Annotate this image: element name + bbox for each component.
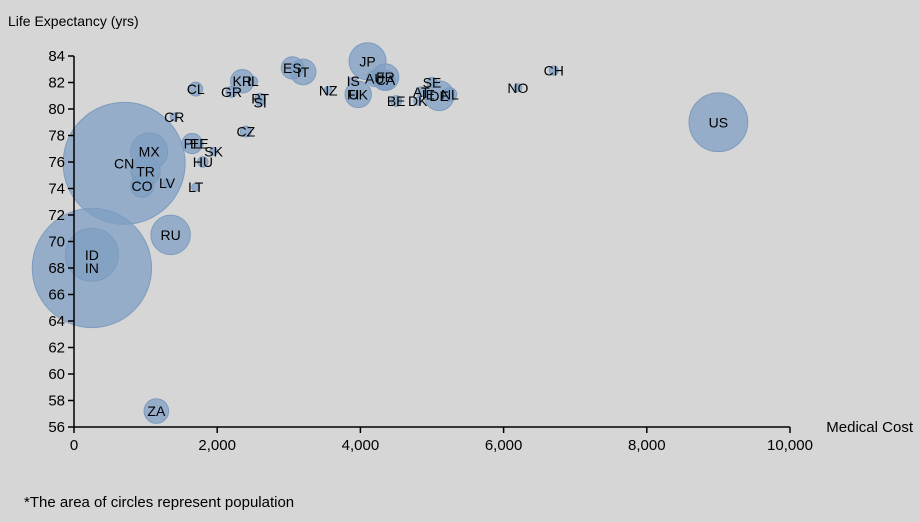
y-tick-label: 84 bbox=[48, 48, 65, 65]
y-axis-title: Life Expectancy (yrs) bbox=[8, 13, 139, 29]
label-at: AT bbox=[413, 84, 430, 100]
bubble-gr[interactable] bbox=[225, 85, 238, 98]
bubble-be[interactable] bbox=[390, 95, 403, 107]
label-pl: PL bbox=[184, 135, 201, 151]
y-tick-label: 64 bbox=[48, 313, 65, 330]
label-za: ZA bbox=[147, 403, 166, 419]
label-cn: CN bbox=[114, 155, 134, 171]
label-ca: CA bbox=[376, 72, 396, 88]
label-lt: LT bbox=[188, 179, 204, 195]
bubble-ru[interactable] bbox=[150, 214, 191, 256]
label-in: IN bbox=[85, 260, 99, 276]
label-jp: JP bbox=[359, 53, 375, 69]
label-gr: GR bbox=[221, 84, 242, 100]
label-pt: PT bbox=[251, 90, 269, 106]
x-tick-label: 2,000 bbox=[198, 437, 236, 454]
bubble-ch[interactable] bbox=[548, 65, 559, 76]
bubble-hu[interactable] bbox=[197, 156, 209, 168]
label-id: ID bbox=[85, 247, 99, 263]
bubble-no[interactable] bbox=[513, 83, 523, 93]
y-tick-label: 62 bbox=[48, 340, 65, 357]
label-sk: SK bbox=[204, 143, 223, 159]
bubble-cz[interactable] bbox=[239, 125, 252, 138]
label-cl: CL bbox=[187, 81, 205, 97]
label-si: SI bbox=[254, 94, 267, 110]
x-tick-label: 4,000 bbox=[342, 437, 380, 454]
y-tick-label: 70 bbox=[48, 234, 65, 251]
label-ch: CH bbox=[544, 63, 564, 79]
y-tick-label: 80 bbox=[48, 101, 65, 118]
y-tick-label: 56 bbox=[48, 419, 65, 436]
label-cz: CZ bbox=[237, 124, 256, 140]
label-se: SE bbox=[423, 75, 442, 91]
label-us: US bbox=[709, 114, 728, 130]
y-tick-label: 72 bbox=[48, 207, 65, 224]
y-tick-label: 60 bbox=[48, 366, 65, 383]
bubble-il[interactable] bbox=[247, 76, 259, 87]
y-tick-label: 58 bbox=[48, 393, 65, 410]
bubble-nl[interactable] bbox=[442, 87, 458, 102]
ticks-layer: 0 2,000 4,000 6,000 8,000 10,000 56 58 60 62 64 66 6… bbox=[48, 48, 813, 454]
bubble-id[interactable] bbox=[64, 227, 119, 282]
label-it: IT bbox=[297, 64, 310, 80]
label-il: IL bbox=[247, 73, 259, 89]
y-tick-label: 66 bbox=[48, 287, 65, 304]
label-uk: UK bbox=[349, 86, 369, 102]
label-be: BE bbox=[387, 93, 406, 109]
y-tick-label: 68 bbox=[48, 260, 65, 277]
label-no: NO bbox=[507, 80, 528, 96]
bubble-uk[interactable] bbox=[344, 80, 372, 109]
label-ee: EE bbox=[190, 135, 209, 151]
bubbles-layer bbox=[31, 42, 749, 424]
bubble-fi[interactable] bbox=[348, 89, 358, 99]
label-hu: HU bbox=[193, 154, 213, 170]
bubble-cl[interactable] bbox=[188, 81, 204, 97]
label-fi: FI bbox=[347, 86, 359, 102]
bubble-sk[interactable] bbox=[209, 146, 219, 156]
x-tick-label: 10,000 bbox=[767, 437, 813, 454]
bubble-za[interactable] bbox=[143, 398, 170, 424]
bubble-ee[interactable] bbox=[194, 138, 204, 148]
label-au: AU bbox=[365, 71, 384, 87]
bubble-co[interactable] bbox=[130, 173, 154, 198]
bubble-cr[interactable] bbox=[169, 112, 179, 122]
bubble-nz[interactable] bbox=[323, 85, 333, 95]
label-es: ES bbox=[283, 60, 302, 76]
bubble-se[interactable] bbox=[426, 76, 438, 89]
x-axis-title: Medical Cost bbox=[826, 419, 914, 436]
label-kr: KR bbox=[233, 73, 252, 89]
population-note: *The area of circles represent populatio… bbox=[24, 494, 295, 511]
label-co: CO bbox=[132, 178, 153, 194]
y-tick-label: 78 bbox=[48, 128, 65, 145]
bubble-es[interactable] bbox=[280, 56, 305, 80]
label-dk: DK bbox=[408, 93, 428, 109]
y-tick-label: 76 bbox=[48, 154, 65, 171]
bubble-is[interactable] bbox=[348, 76, 358, 86]
label-nz: NZ bbox=[319, 82, 338, 98]
label-is: IS bbox=[347, 73, 360, 89]
label-lv: LV bbox=[159, 175, 176, 191]
label-fr: FR bbox=[376, 69, 395, 85]
y-tick-label: 74 bbox=[48, 181, 65, 198]
x-tick-label: 0 bbox=[70, 437, 78, 454]
bubble-au[interactable] bbox=[366, 69, 384, 88]
label-tr: TR bbox=[136, 163, 155, 179]
label-ru: RU bbox=[161, 227, 181, 243]
y-tick-label: 82 bbox=[48, 75, 65, 92]
label-de: DE bbox=[429, 88, 448, 104]
bubble-ie[interactable] bbox=[423, 89, 433, 99]
bubble-lv[interactable] bbox=[162, 178, 172, 188]
bubble-dk[interactable] bbox=[413, 96, 423, 106]
x-tick-label: 8,000 bbox=[628, 437, 666, 454]
label-mx: MX bbox=[139, 143, 161, 159]
label-nl: NL bbox=[441, 86, 459, 102]
label-ie: IE bbox=[422, 86, 435, 102]
bubble-us[interactable] bbox=[688, 92, 749, 153]
bubble-si[interactable] bbox=[255, 97, 265, 107]
x-tick-label: 6,000 bbox=[485, 437, 523, 454]
label-cr: CR bbox=[164, 109, 184, 125]
bubble-lt[interactable] bbox=[191, 182, 201, 192]
